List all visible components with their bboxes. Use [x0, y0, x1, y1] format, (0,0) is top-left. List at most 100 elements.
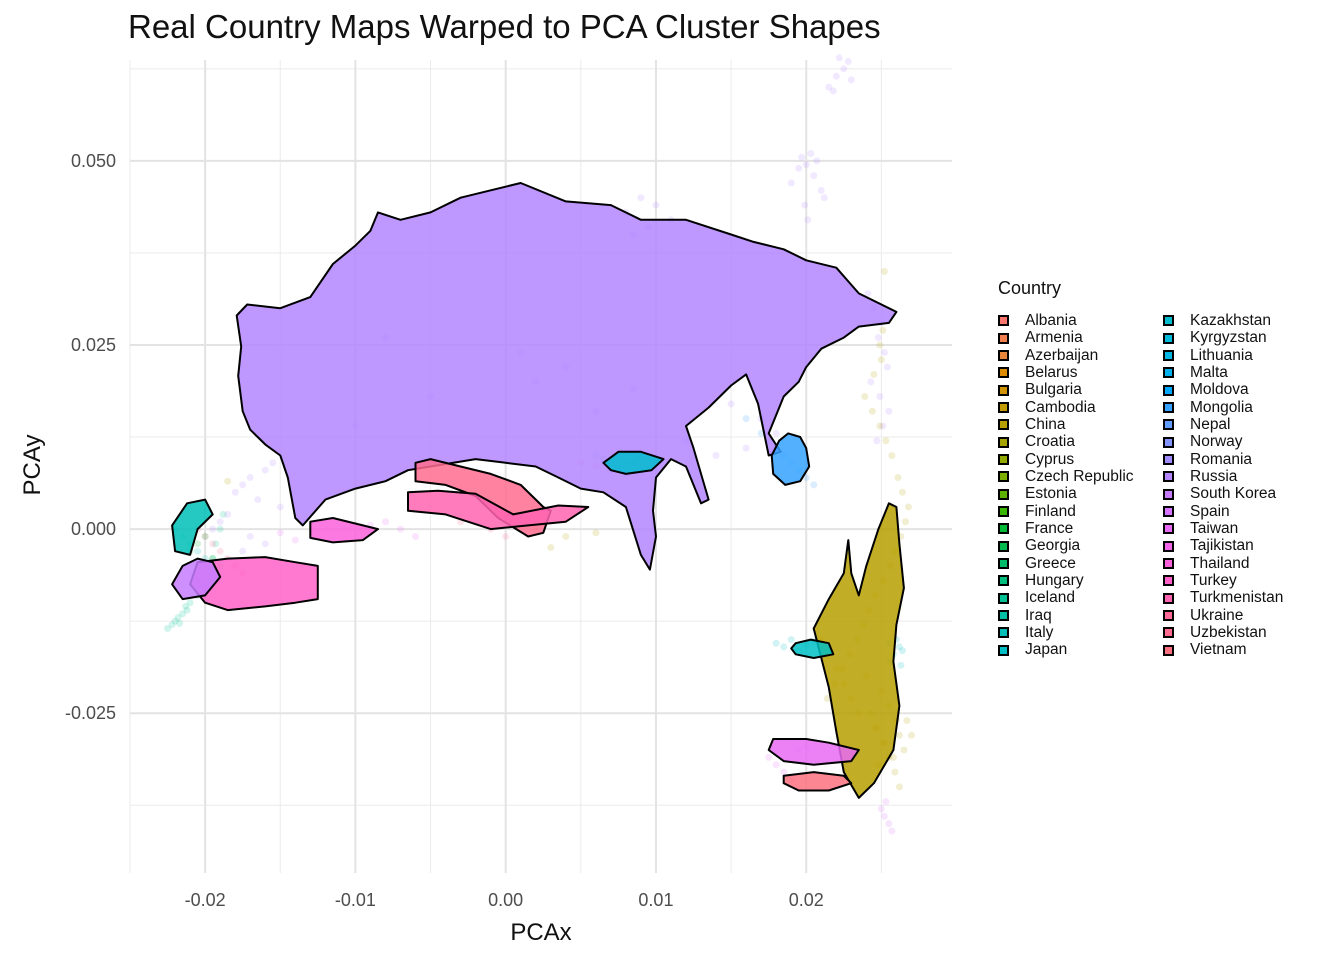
legend-swatch: [1163, 610, 1174, 622]
legend-item: Belarus: [998, 364, 1163, 381]
data-point: [246, 474, 254, 482]
legend-columns: Albania Armenia Azerbaijan Belarus Bulgaria C…: [998, 312, 1328, 659]
data-point: [895, 731, 903, 739]
legend-label: Iraq: [1025, 606, 1052, 624]
data-point: [880, 348, 888, 356]
data-point: [787, 636, 795, 644]
data-point: [201, 532, 209, 540]
legend-swatch: [1163, 367, 1174, 379]
x-tick-label: 0.02: [789, 890, 824, 910]
data-point: [727, 400, 735, 408]
legend-swatch: [998, 523, 1009, 535]
y-tick-label: 0.000: [71, 519, 116, 539]
legend-label: Kyrgyzstan: [1190, 329, 1267, 347]
data-point: [880, 812, 888, 820]
legend-label: Mongolia: [1190, 398, 1253, 416]
data-point: [832, 72, 840, 80]
data-point: [239, 547, 247, 555]
data-point: [194, 540, 202, 548]
legend-item: Cambodia: [998, 399, 1163, 416]
legend-swatch: [998, 401, 1009, 413]
data-point: [877, 356, 885, 364]
legend-column: Albania Armenia Azerbaijan Belarus Bulgaria C…: [998, 312, 1163, 659]
legend-column: Kazakhstan Kyrgyzstan Lithuania Malta Moldov…: [1163, 312, 1328, 659]
country-shape-taiwan: [767, 738, 860, 766]
data-point: [772, 761, 780, 769]
legend-label: Iceland: [1025, 589, 1075, 607]
data-point: [174, 613, 182, 621]
data-point: [186, 599, 194, 607]
legend-swatch: [998, 453, 1009, 465]
data-point: [562, 532, 570, 540]
data-point: [804, 216, 812, 224]
legend-item: Russia: [1163, 468, 1328, 485]
tick-labels: -0.02 -0.01 0.00 0.01 0.02 -0.025 0.000 0.025 0.…: [65, 151, 824, 910]
data-point: [801, 201, 809, 209]
data-point: [861, 393, 869, 401]
legend-swatch: [998, 471, 1009, 483]
legend-swatch: [1163, 401, 1174, 413]
legend-item: Malta: [1163, 364, 1328, 381]
legend-item: South Korea: [1163, 485, 1328, 502]
legend-label: Azerbaijan: [1025, 346, 1099, 364]
legend-swatch: [998, 488, 1009, 500]
data-point: [876, 341, 884, 349]
legend-item: Moldova: [1163, 381, 1328, 398]
legend-swatch: [998, 384, 1009, 396]
data-point: [254, 496, 262, 504]
legend-swatch: [1163, 540, 1174, 552]
legend-item: Greece: [998, 555, 1163, 572]
data-point: [183, 606, 191, 614]
legend-swatch: [998, 592, 1009, 604]
data-point: [194, 547, 202, 555]
legend-label: South Korea: [1190, 485, 1277, 503]
legend-swatch: [998, 332, 1009, 344]
data-point: [712, 451, 720, 459]
data-point: [840, 65, 848, 73]
country-shape-turkmenistan: [407, 489, 590, 531]
legend-item: Cyprus: [998, 451, 1163, 468]
legend-title: Country: [998, 278, 1062, 298]
legend-swatch: [998, 315, 1009, 327]
data-point: [276, 503, 284, 511]
legend-label: Kazakhstan: [1190, 311, 1271, 329]
legend-item: Czech Republic: [998, 468, 1163, 485]
data-point: [885, 820, 893, 828]
legend-item: Japan: [998, 642, 1163, 659]
legend-swatch: [998, 575, 1009, 587]
data-point: [870, 370, 878, 378]
legend-item: Hungary: [998, 572, 1163, 589]
legend-swatch: [1163, 488, 1174, 500]
data-point: [212, 540, 220, 548]
data-point: [817, 186, 825, 194]
country-shape-turkey: [189, 556, 319, 612]
legend-label: Vietnam: [1190, 641, 1247, 659]
legend-label: Tajikistan: [1190, 537, 1254, 555]
legend-swatch: [998, 610, 1009, 622]
data-point: [894, 474, 902, 482]
legend-swatch: [1163, 644, 1174, 656]
data-point: [412, 532, 420, 540]
data-point: [547, 544, 555, 552]
legend-label: Romania: [1190, 450, 1253, 468]
legend-swatch: [998, 367, 1009, 379]
data-point: [889, 753, 897, 761]
data-point: [269, 459, 277, 467]
legend-swatch: [998, 644, 1009, 656]
data-point: [879, 326, 887, 334]
data-point: [901, 518, 909, 526]
legend-label: Russia: [1190, 468, 1238, 486]
legend-item: Uzbekistan: [1163, 624, 1328, 641]
data-point: [847, 76, 855, 84]
data-point: [864, 289, 872, 297]
legend-label: Italy: [1025, 624, 1054, 642]
data-point: [182, 602, 190, 610]
legend-label: Spain: [1190, 502, 1230, 520]
data-point: [171, 617, 179, 625]
data-point: [904, 503, 912, 511]
data-point: [216, 518, 224, 526]
data-point: [825, 83, 833, 91]
data-point: [882, 437, 890, 445]
data-point: [179, 610, 187, 618]
data-point: [637, 194, 645, 202]
